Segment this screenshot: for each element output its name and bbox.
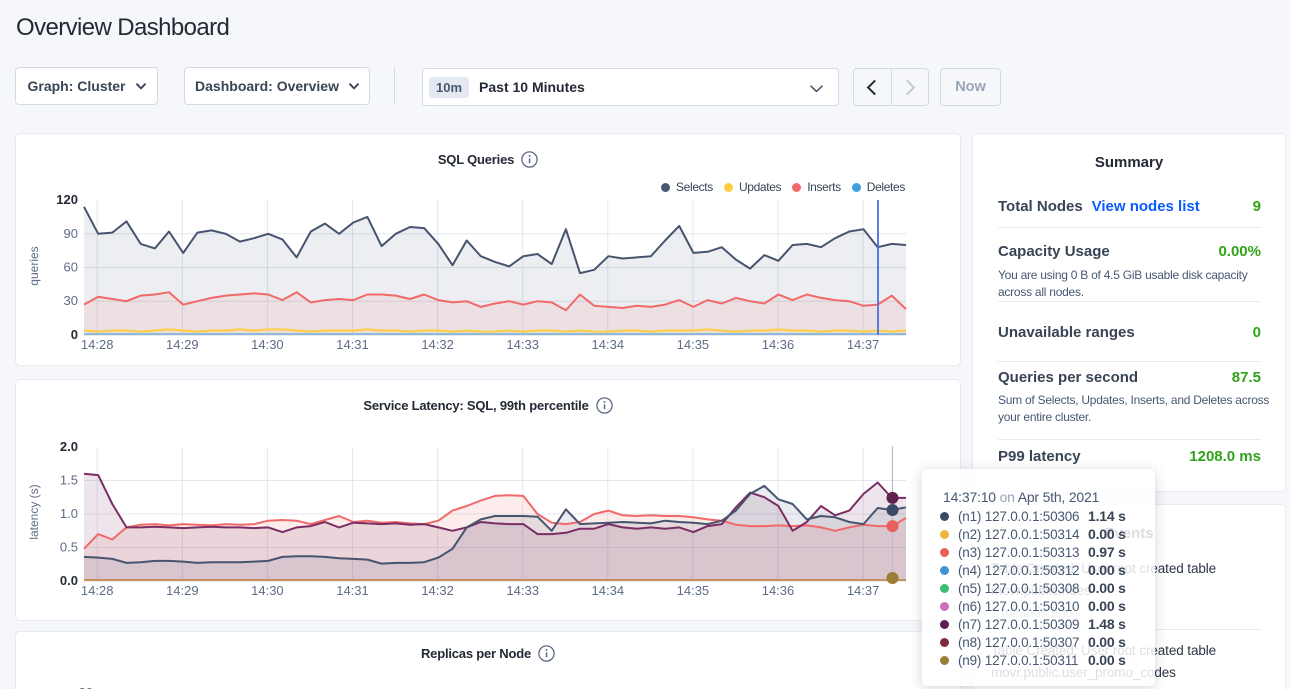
svg-text:14:28: 14:28 (81, 583, 114, 598)
svg-text:0.5: 0.5 (60, 540, 78, 555)
svg-text:14:35: 14:35 (677, 337, 710, 352)
svg-text:14:32: 14:32 (421, 583, 454, 598)
svg-text:14:28: 14:28 (81, 337, 114, 352)
svg-text:60: 60 (64, 260, 78, 275)
svg-text:14:29: 14:29 (166, 337, 199, 352)
svg-text:14:31: 14:31 (336, 337, 369, 352)
svg-text:0.0: 0.0 (60, 573, 78, 588)
svg-text:14:33: 14:33 (506, 337, 539, 352)
svg-text:14:37: 14:37 (847, 337, 880, 352)
svg-text:1.5: 1.5 (60, 473, 78, 488)
svg-text:latency (s): latency (s) (27, 484, 41, 539)
svg-text:1.0: 1.0 (60, 506, 78, 521)
svg-text:14:33: 14:33 (506, 583, 539, 598)
svg-text:14:32: 14:32 (421, 337, 454, 352)
svg-text:14:34: 14:34 (592, 337, 625, 352)
svg-text:14:37: 14:37 (847, 583, 880, 598)
svg-text:2.0: 2.0 (60, 439, 78, 454)
svg-text:14:30: 14:30 (251, 337, 284, 352)
svg-text:queries: queries (27, 246, 41, 285)
svg-text:14:36: 14:36 (762, 337, 795, 352)
svg-text:14:35: 14:35 (677, 583, 710, 598)
svg-text:14:29: 14:29 (166, 583, 199, 598)
svg-text:14:31: 14:31 (336, 583, 369, 598)
svg-text:14:34: 14:34 (592, 583, 625, 598)
svg-text:14:36: 14:36 (762, 583, 795, 598)
svg-text:30: 30 (64, 293, 78, 308)
svg-text:90: 90 (64, 226, 78, 241)
svg-text:120: 120 (56, 192, 78, 207)
svg-text:30: 30 (79, 685, 93, 689)
svg-text:14:30: 14:30 (251, 583, 284, 598)
svg-text:0: 0 (71, 327, 78, 342)
